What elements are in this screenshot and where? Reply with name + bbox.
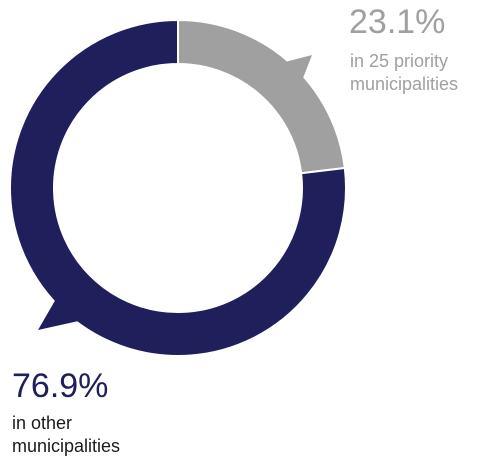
other-description-line-1: in other [12,413,73,433]
other-callout-pointer [38,292,92,330]
priority-description-line-2: municipalities [350,74,459,94]
donut-slice-priority [177,18,346,175]
other-description: in other municipalities [12,412,120,458]
other-percentage-label: 76.9% [12,367,109,405]
priority-description: in 25 priority municipalities [350,50,458,96]
priority-description-line-1: in 25 priority [350,51,449,71]
donut-slice-other [9,18,347,357]
other-description-line-2: municipalities [12,436,121,456]
priority-percentage-label: 23.1% [349,3,446,41]
priority-callout-pointer [262,55,312,96]
